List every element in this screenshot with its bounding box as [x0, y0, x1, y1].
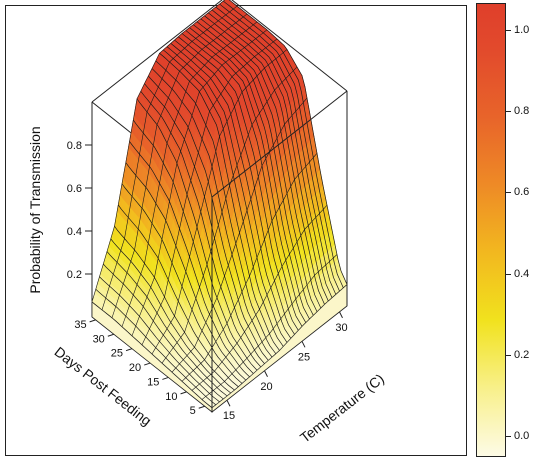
y-tick: [162, 376, 169, 380]
colorbar: [476, 3, 506, 457]
y-tick: [198, 405, 205, 409]
colorbar-tick: [506, 273, 511, 275]
colorbar-tick: [506, 436, 511, 437]
y-tick-label: 10: [165, 391, 177, 403]
y-tick: [107, 333, 114, 337]
z-axis-label: Probability of Transmission: [27, 126, 43, 293]
x-axis-label: Temperature (C): [297, 370, 387, 445]
colorbar-tick-label: 1.0: [514, 24, 530, 36]
z-tick-label: 0.2: [67, 269, 82, 281]
y-axis-label: Days Post Feeding: [52, 343, 155, 428]
colorbar-tick-label: 0.4: [514, 267, 530, 280]
x-tick-label: 15: [223, 410, 235, 422]
x-tick: [264, 370, 268, 378]
z-axis: 0.2 0.4 0.6 0.8 Probability of Transmission: [27, 126, 92, 294]
x-tick-label: 30: [335, 322, 347, 334]
colorbar-tick-label: 0.6: [514, 186, 530, 199]
y-tick-label: 15: [147, 376, 159, 388]
x-tick: [301, 341, 306, 348]
y-tick-label: 25: [111, 348, 123, 360]
colorbar-tick: [506, 30, 511, 31]
colorbar-tick: [506, 192, 511, 194]
colorbar-tick: [506, 111, 511, 113]
colorbar-tick: [506, 354, 511, 356]
surface-plot: 0.2 0.4 0.6 0.8 Probability of Transmission 5…: [27, 0, 387, 446]
y-tick: [180, 391, 187, 395]
colorbar-tick-label: 0.2: [514, 348, 530, 361]
surface-mesh-days: [91, 0, 348, 408]
y-tick-label: 20: [129, 362, 141, 374]
surface: [91, 0, 348, 409]
y-tick: [89, 319, 96, 323]
y-tick: [144, 362, 151, 366]
x-tick: [339, 311, 343, 319]
colorbar-tick-label: 0.0: [514, 430, 530, 442]
z-tick-label: 0.6: [67, 183, 82, 195]
z-tick-label: 0.8: [67, 140, 82, 152]
colorbar-tick-label: 0.8: [514, 105, 530, 118]
x-tick-label: 20: [260, 381, 272, 393]
z-tick-label: 0.4: [67, 226, 82, 238]
y-tick-label: 35: [74, 319, 86, 331]
y-tick: [125, 348, 133, 352]
x-tick: [226, 399, 231, 407]
y-tick-label: 5: [190, 405, 196, 417]
y-tick-label: 30: [93, 333, 105, 345]
x-tick-label: 25: [298, 351, 310, 363]
bounding-box-front: [211, 0, 348, 412]
